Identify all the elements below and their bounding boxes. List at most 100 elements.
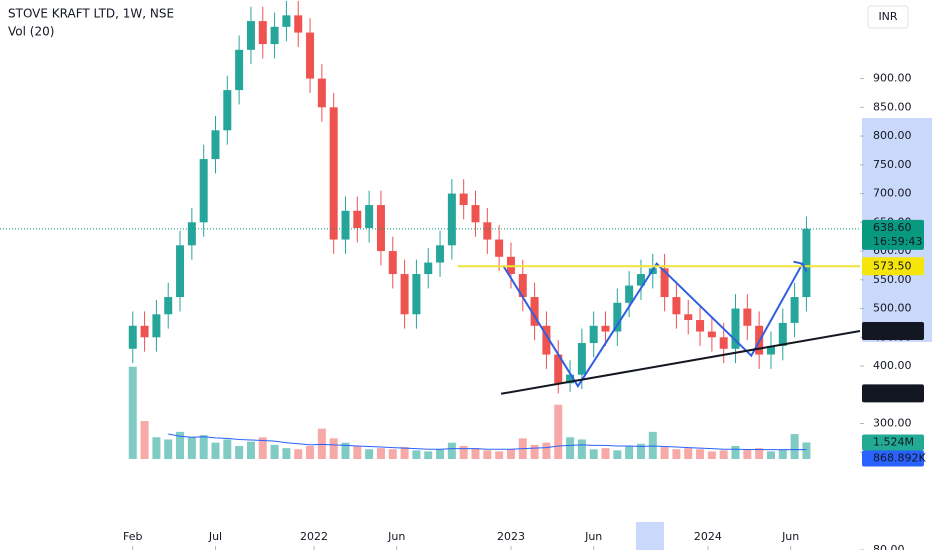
volume-legend: Vol (20) <box>8 25 54 39</box>
volume-bar <box>246 441 255 459</box>
plot-area <box>0 0 861 459</box>
y-tick-label: 400.00 <box>873 359 912 372</box>
candle-body <box>199 159 208 223</box>
x-tick-label: Jun <box>781 530 799 543</box>
volume-bar <box>542 442 551 459</box>
level-badge <box>862 321 924 340</box>
candle-body <box>790 297 799 323</box>
volume-bar <box>613 450 622 459</box>
volume-bar <box>128 366 137 459</box>
volume-bar <box>684 448 693 459</box>
volume-bar <box>719 450 728 459</box>
volume-bar <box>495 451 504 459</box>
y-tick-label: 80.00 <box>873 543 905 550</box>
candle-body <box>365 205 374 229</box>
volume-bar <box>790 434 799 459</box>
candle-body <box>601 325 610 332</box>
volume-bar <box>353 445 362 459</box>
volume-bar <box>506 449 515 459</box>
candle-body <box>613 302 622 332</box>
volume-bar <box>329 438 338 459</box>
x-tick-label: Jun <box>584 530 602 543</box>
volume-bar <box>282 448 291 459</box>
candle-body <box>317 78 326 108</box>
x-tick-label: Feb <box>123 530 142 543</box>
volume-bar <box>459 445 468 459</box>
candle-body <box>766 345 775 355</box>
candle-body <box>778 322 787 346</box>
x-tick-label: 2024 <box>694 530 722 543</box>
currency-box[interactable] <box>867 5 909 29</box>
volume-label: 1.524M <box>873 435 914 448</box>
candle-body <box>577 343 586 375</box>
volume-bar <box>317 428 326 459</box>
candle-body <box>672 297 681 315</box>
volume-bar <box>755 448 764 459</box>
candle-body <box>436 245 445 263</box>
candle-body <box>554 354 563 384</box>
volume-bar <box>341 442 350 459</box>
candle-body <box>282 15 291 27</box>
volume-bar <box>778 449 787 459</box>
candle-body <box>518 274 527 298</box>
volume-bar <box>436 449 445 459</box>
volume-bar <box>743 449 752 459</box>
candle-body <box>483 222 492 240</box>
volume-bar <box>802 442 811 459</box>
ma-badge <box>862 450 924 467</box>
candle-body <box>743 308 752 326</box>
candle-body <box>388 251 397 275</box>
candle-body <box>412 274 421 315</box>
candle-body <box>566 374 575 384</box>
volume-bar <box>648 431 657 459</box>
arrow-head <box>793 260 808 273</box>
volume-bar <box>365 449 374 459</box>
candle-body <box>684 314 693 321</box>
y-tick-label: 750.00 <box>873 158 912 171</box>
candle-body <box>341 210 350 240</box>
volume-bar <box>211 442 220 459</box>
x-tick-label: Jul <box>208 530 222 543</box>
ma-label: 868.892K <box>873 451 926 464</box>
volume-bar <box>199 435 208 459</box>
volume-bar <box>187 437 196 459</box>
volume-bar <box>766 451 775 459</box>
y-tick-label: 900.00 <box>873 72 912 85</box>
volume-bar <box>707 451 716 459</box>
candle-body <box>235 49 244 91</box>
candle-body <box>223 90 232 131</box>
volume-bar <box>258 437 267 459</box>
candle-body <box>542 325 551 355</box>
chart-title: STOVE KRAFT LTD, 1W, NSE <box>8 7 174 21</box>
candle-body <box>802 228 811 298</box>
y-tick-label: 850.00 <box>873 100 912 113</box>
x-tick-label: 2022 <box>300 530 328 543</box>
candle-body <box>211 130 220 160</box>
candle-body <box>353 210 362 229</box>
volume-bar <box>376 448 385 459</box>
candle-body <box>176 245 185 298</box>
volume-bar <box>306 445 315 459</box>
candle-body <box>329 107 338 240</box>
candle-body <box>707 331 716 338</box>
level-label: 352.40 <box>873 386 912 399</box>
volume-bar <box>140 421 149 459</box>
x-tick-label: 2023 <box>497 530 525 543</box>
volume-ma <box>168 433 807 451</box>
currency: INR <box>878 10 897 23</box>
volume-bar <box>176 431 185 459</box>
countdown-label: 16:59:43 <box>873 235 922 248</box>
y-tick-label: 700.00 <box>873 187 912 200</box>
candle-body <box>306 32 315 79</box>
x-tick-label: Jun <box>387 530 405 543</box>
volume-bar <box>471 448 480 459</box>
y-tick-label: 500.00 <box>873 302 912 315</box>
volume-bar <box>696 449 705 459</box>
volume-bar <box>400 447 409 459</box>
volume-bar <box>530 444 539 459</box>
candle-body <box>246 21 255 50</box>
volume-bar <box>636 443 645 459</box>
y-tick-label: 300.00 <box>873 417 912 430</box>
